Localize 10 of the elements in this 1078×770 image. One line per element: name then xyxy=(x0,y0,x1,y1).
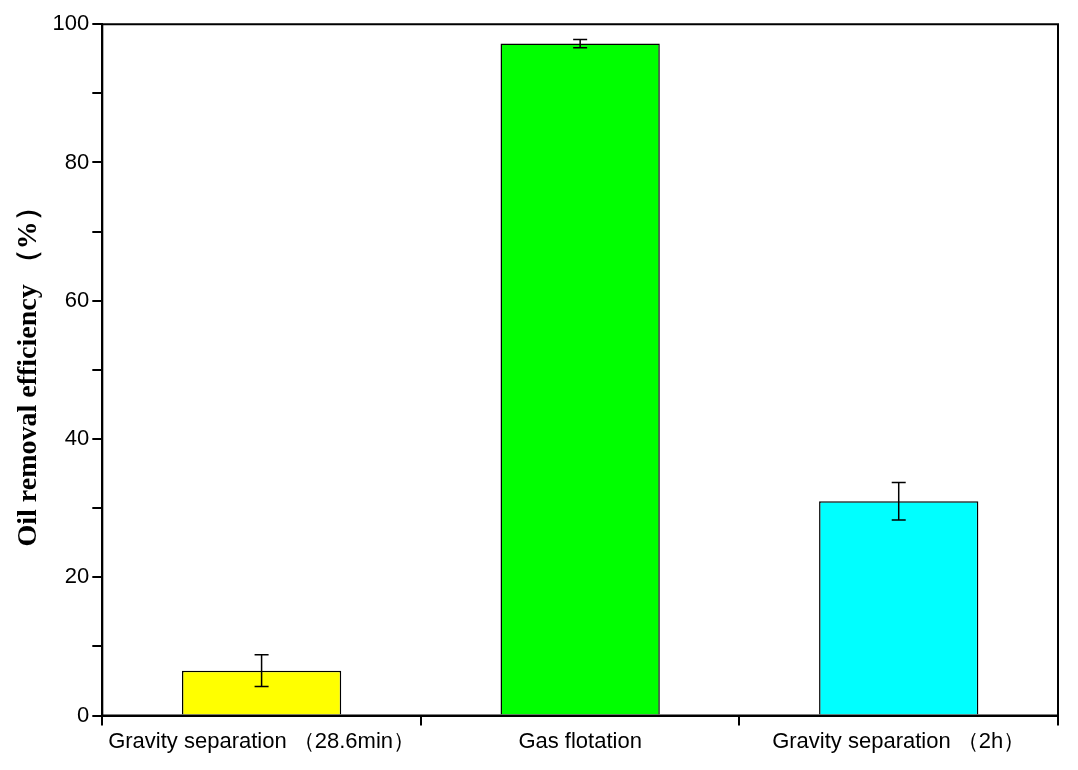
y-tick-label: 60 xyxy=(64,286,90,312)
y-axis-title: Oil removal efficiency （%） xyxy=(11,193,43,547)
y-tick-label: 40 xyxy=(64,425,90,451)
y-tick-label: 0 xyxy=(77,701,90,727)
y-tick-label: 100 xyxy=(52,10,90,36)
x-tick-label: Gravity separation （2h） xyxy=(772,727,1026,753)
x-tick-label: Gravity separation （28.6min） xyxy=(108,727,416,753)
x-tick-label: Gas flotation xyxy=(518,727,642,753)
y-tick-label: 20 xyxy=(64,563,90,589)
y-tick-label: 80 xyxy=(64,148,90,174)
